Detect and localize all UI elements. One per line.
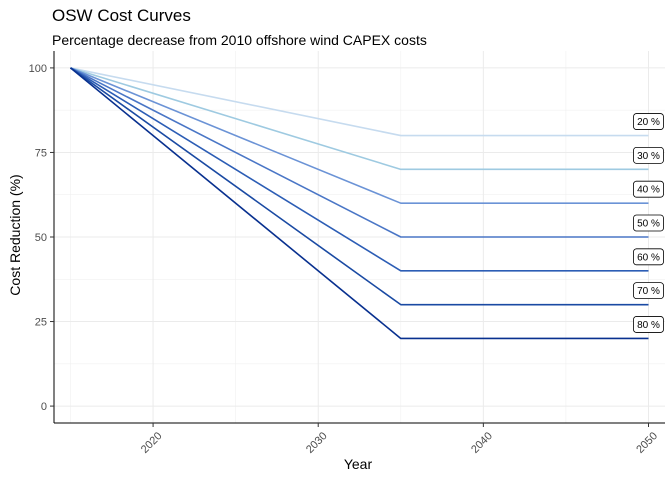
data-label: 50 % xyxy=(633,214,664,232)
data-label-text: 20 % xyxy=(637,117,660,128)
data-label: 40 % xyxy=(633,180,664,198)
chart-subtitle: Percentage decrease from 2010 offshore w… xyxy=(52,32,427,48)
data-label: 60 % xyxy=(633,248,664,266)
series-line xyxy=(70,67,649,340)
y-tick-label: 75 xyxy=(35,147,47,159)
series-line xyxy=(70,67,649,171)
series-lines xyxy=(70,67,649,340)
x-tick-label: 2020 xyxy=(139,430,165,456)
y-tick-label: 100 xyxy=(29,63,47,75)
data-label-box xyxy=(633,113,664,130)
data-label-text: 60 % xyxy=(637,252,660,263)
y-tick-label: 50 xyxy=(35,232,47,244)
x-tick-label: 2040 xyxy=(469,430,495,456)
x-tick-label: 2050 xyxy=(634,430,660,456)
data-label-text: 50 % xyxy=(637,219,660,230)
x-tick-label: 2030 xyxy=(304,430,330,456)
series-line xyxy=(70,67,649,306)
data-label: 80 % xyxy=(633,316,664,333)
data-label-text: 30 % xyxy=(637,151,660,162)
data-label-box xyxy=(633,180,664,198)
chart-title: OSW Cost Curves xyxy=(52,6,191,25)
data-label-box xyxy=(633,248,664,266)
data-label-box xyxy=(633,214,664,232)
series-line xyxy=(70,67,649,204)
y-tick-label: 25 xyxy=(35,317,47,329)
series-line xyxy=(70,67,649,238)
y-tick-label: 0 xyxy=(41,401,47,413)
data-label-text: 80 % xyxy=(637,320,660,331)
data-label-text: 70 % xyxy=(637,286,660,297)
data-label-text: 40 % xyxy=(637,185,660,196)
data-label: 30 % xyxy=(633,146,664,164)
y-axis-title: Cost Reduction (%) xyxy=(7,174,23,295)
data-label-box xyxy=(633,146,664,164)
data-label: 20 % xyxy=(633,113,664,130)
data-label-box xyxy=(633,282,664,300)
series-line xyxy=(70,67,649,137)
x-axis-title: Year xyxy=(344,456,373,472)
data-label-box xyxy=(633,316,664,333)
series-line xyxy=(70,67,649,272)
data-labels: 20 % 30 % 40 % 50 % 60 % 70 % 80 % xyxy=(633,113,664,333)
data-label: 70 % xyxy=(633,282,664,300)
